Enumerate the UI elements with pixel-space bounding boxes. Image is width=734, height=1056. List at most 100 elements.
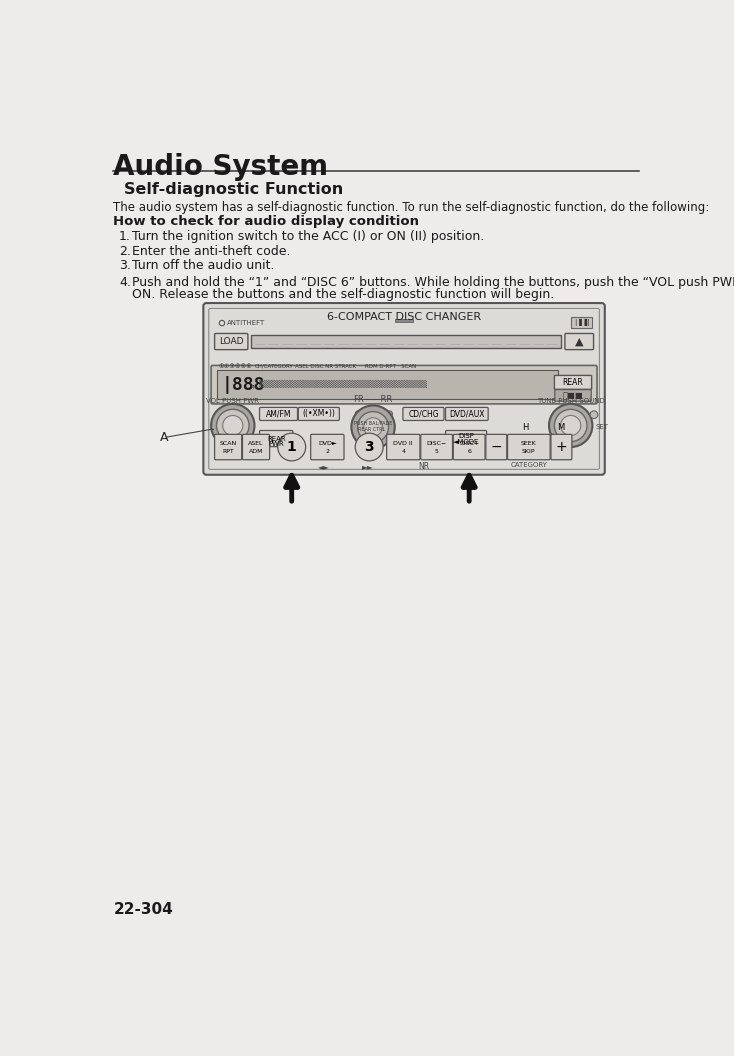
Circle shape xyxy=(355,433,383,460)
FancyBboxPatch shape xyxy=(403,408,444,420)
Text: LOAD: LOAD xyxy=(219,337,244,346)
Text: PWR: PWR xyxy=(269,441,284,447)
FancyBboxPatch shape xyxy=(260,431,293,447)
Text: VOL PUSH PWR: VOL PUSH PWR xyxy=(206,398,259,404)
Text: DVD►: DVD► xyxy=(318,441,337,447)
Text: SET: SET xyxy=(595,425,608,430)
FancyBboxPatch shape xyxy=(565,334,594,350)
FancyBboxPatch shape xyxy=(446,431,487,447)
Text: PM: PM xyxy=(250,385,258,391)
Text: RDM D-RPT   SCAN: RDM D-RPT SCAN xyxy=(365,363,415,369)
Circle shape xyxy=(217,410,249,441)
Text: 1.: 1. xyxy=(119,230,131,243)
Text: ADM: ADM xyxy=(249,449,264,454)
Circle shape xyxy=(355,411,361,417)
Text: ASEL: ASEL xyxy=(248,441,264,447)
FancyBboxPatch shape xyxy=(211,365,597,404)
Text: PUSH BAL/FADE: PUSH BAL/FADE xyxy=(354,420,392,426)
FancyBboxPatch shape xyxy=(260,408,297,420)
Text: SKIP: SKIP xyxy=(522,449,536,454)
Text: ◄MODE: ◄MODE xyxy=(453,439,479,446)
Text: 1: 1 xyxy=(287,440,297,454)
FancyBboxPatch shape xyxy=(421,434,453,459)
Text: ►►: ►► xyxy=(362,461,374,471)
Text: CH/CATEGORY: CH/CATEGORY xyxy=(255,363,293,369)
Text: CD/CHG: CD/CHG xyxy=(408,410,439,418)
Text: M: M xyxy=(557,423,564,432)
Bar xyxy=(395,319,413,321)
Circle shape xyxy=(386,411,393,417)
Text: 3: 3 xyxy=(364,440,374,454)
Text: DISC+: DISC+ xyxy=(459,441,479,447)
Text: H: H xyxy=(523,423,529,432)
Text: SEEK: SEEK xyxy=(521,441,537,447)
Text: 2.: 2. xyxy=(119,245,131,258)
Text: ①②③④⑤⑥: ①②③④⑤⑥ xyxy=(219,363,252,369)
Text: 22-304: 22-304 xyxy=(114,902,173,917)
Text: CATEGORY: CATEGORY xyxy=(510,461,548,468)
FancyBboxPatch shape xyxy=(551,434,572,459)
Text: AM/FM: AM/FM xyxy=(266,410,291,418)
Text: Enter the anti-theft code.: Enter the anti-theft code. xyxy=(132,245,291,258)
Text: TUNE PUSH SOUND: TUNE PUSH SOUND xyxy=(537,398,605,404)
Bar xyxy=(217,370,559,399)
Text: −: − xyxy=(490,440,502,454)
Text: Turn the ignition switch to the ACC (I) or ON (II) position.: Turn the ignition switch to the ACC (I) … xyxy=(132,230,484,243)
FancyBboxPatch shape xyxy=(507,434,550,459)
FancyBboxPatch shape xyxy=(446,408,488,420)
Text: |▐▐|: |▐▐| xyxy=(574,319,589,326)
FancyBboxPatch shape xyxy=(298,408,339,420)
Circle shape xyxy=(357,412,388,442)
Text: How to check for audio display condition: How to check for audio display condition xyxy=(114,214,419,227)
Text: The audio system has a self-diagnostic function. To run the self-diagnostic func: The audio system has a self-diagnostic f… xyxy=(114,201,710,213)
Circle shape xyxy=(222,415,243,435)
Text: DVD/AUX: DVD/AUX xyxy=(449,410,484,418)
Text: 5: 5 xyxy=(435,449,438,454)
Text: REAR: REAR xyxy=(563,378,584,386)
FancyBboxPatch shape xyxy=(310,434,344,459)
Circle shape xyxy=(211,404,255,447)
Circle shape xyxy=(549,404,592,447)
Text: Push and hold the “1” and “DISC 6” buttons. While holding the buttons, push the : Push and hold the “1” and “DISC 6” butto… xyxy=(132,276,734,289)
Text: 4: 4 xyxy=(401,449,405,454)
FancyBboxPatch shape xyxy=(203,303,605,475)
FancyBboxPatch shape xyxy=(555,390,592,401)
Text: +: + xyxy=(556,440,567,454)
Text: Audio System: Audio System xyxy=(114,153,329,181)
FancyBboxPatch shape xyxy=(214,334,248,350)
Text: 6: 6 xyxy=(468,449,471,454)
FancyBboxPatch shape xyxy=(214,434,241,459)
Text: A: A xyxy=(160,431,168,444)
Text: ASEL DISC NR STRACK: ASEL DISC NR STRACK xyxy=(295,363,356,369)
Circle shape xyxy=(364,418,382,436)
Text: DISP: DISP xyxy=(458,433,474,439)
FancyBboxPatch shape xyxy=(454,434,485,459)
FancyBboxPatch shape xyxy=(242,434,269,459)
Bar xyxy=(252,336,562,347)
Text: RPT: RPT xyxy=(222,449,234,454)
Text: ON. Release the buttons and the self-diagnostic function will begin.: ON. Release the buttons and the self-dia… xyxy=(132,287,554,301)
Circle shape xyxy=(277,433,305,460)
Text: Self-diagnostic Function: Self-diagnostic Function xyxy=(124,182,344,197)
Text: ⓢ■■: ⓢ■■ xyxy=(563,391,584,400)
Text: Turn off the audio unit.: Turn off the audio unit. xyxy=(132,259,275,272)
Text: 2: 2 xyxy=(325,449,330,454)
Text: 3.: 3. xyxy=(119,259,131,272)
Circle shape xyxy=(352,406,395,449)
Bar xyxy=(571,317,592,327)
Circle shape xyxy=(590,411,597,418)
Text: ▲: ▲ xyxy=(575,337,584,346)
Text: REAR CTRL: REAR CTRL xyxy=(358,427,385,432)
Text: SCAN: SCAN xyxy=(219,441,237,447)
Text: ◄►: ◄► xyxy=(319,461,330,471)
FancyBboxPatch shape xyxy=(387,434,420,459)
Text: REAR: REAR xyxy=(267,435,286,441)
Circle shape xyxy=(561,415,581,435)
Text: FR——RR: FR——RR xyxy=(354,395,393,404)
Text: |888: |888 xyxy=(222,376,266,394)
Text: DVD II: DVD II xyxy=(393,441,413,447)
Text: ((•XM•)): ((•XM•)) xyxy=(302,410,335,418)
Text: ANTITHEFT: ANTITHEFT xyxy=(227,320,265,326)
Text: 4.: 4. xyxy=(119,276,131,289)
Text: DISC−: DISC− xyxy=(426,441,447,447)
